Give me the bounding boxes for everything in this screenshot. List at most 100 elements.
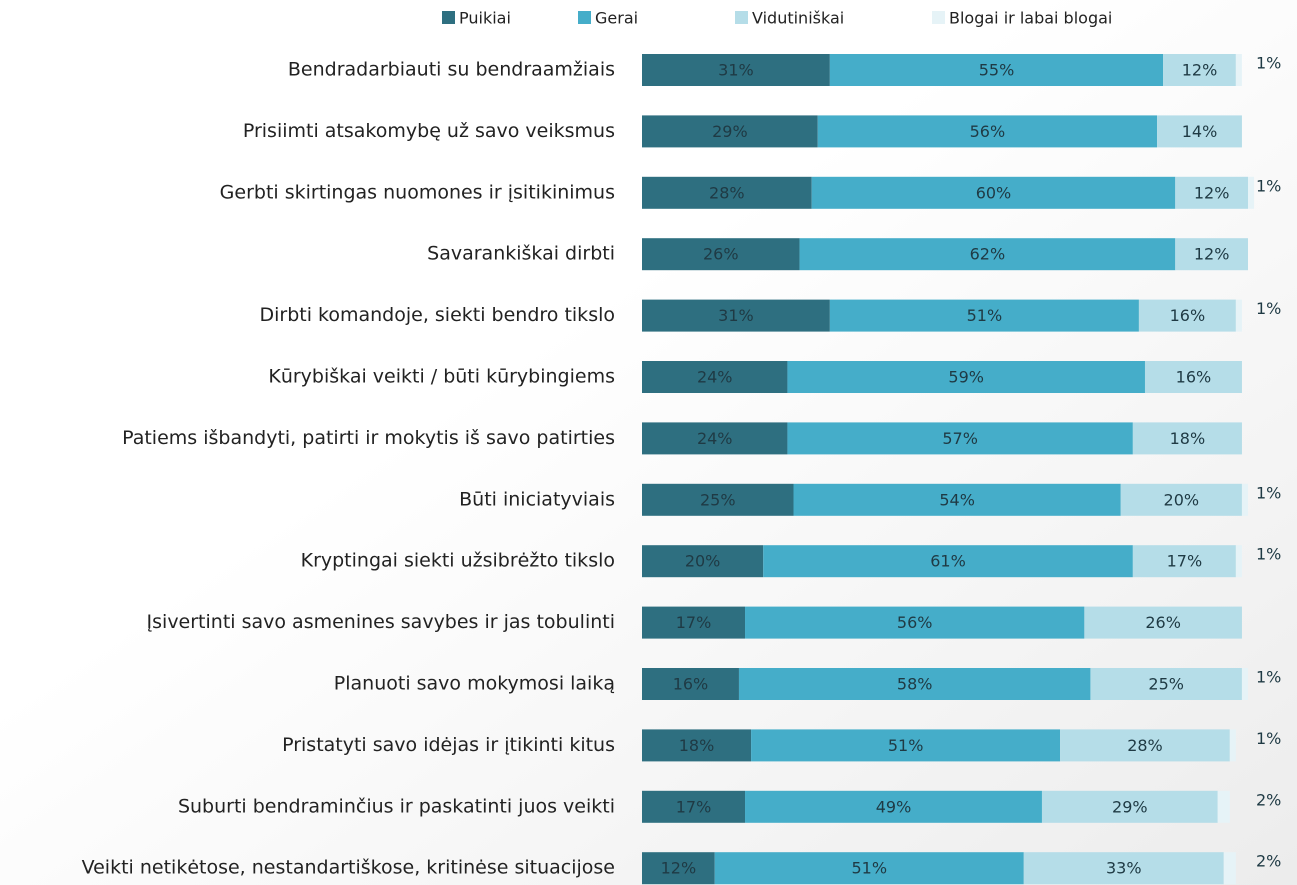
data-label: 16% <box>1170 306 1206 325</box>
data-label: 29% <box>712 122 748 141</box>
data-label: 26% <box>1145 613 1181 632</box>
legend-label: Blogai ir labai blogai <box>949 9 1112 28</box>
bar-segment <box>787 422 1133 455</box>
data-label: 18% <box>1170 429 1206 448</box>
category-label: Planuoti savo mokymosi laiką <box>334 673 615 695</box>
data-label: 2% <box>1256 790 1281 809</box>
bar-segment <box>1132 545 1236 578</box>
bar-segment <box>1163 54 1236 86</box>
bar-segment <box>1023 852 1224 885</box>
data-label: 33% <box>1106 859 1142 878</box>
data-label: 25% <box>700 490 736 509</box>
legend-swatch <box>442 11 455 24</box>
bar-segment <box>799 238 1176 271</box>
data-label: 25% <box>1148 675 1184 694</box>
data-label: 17% <box>676 613 712 632</box>
bar-segment <box>642 545 764 578</box>
bar-segment <box>817 115 1158 148</box>
bar-segment <box>1132 422 1242 455</box>
data-label: 12% <box>1182 61 1218 80</box>
data-label: 1% <box>1256 668 1281 687</box>
bar-segment <box>738 668 1091 700</box>
category-label: Suburti bendraminčius ir paskatinti juos… <box>178 795 615 817</box>
category-label: Veikti netikėtose, nestandartiškose, kri… <box>82 857 615 879</box>
bar-segment <box>829 299 1139 332</box>
data-label: 14% <box>1182 122 1218 141</box>
bar-segment <box>829 54 1164 86</box>
bar-segment <box>1120 483 1242 516</box>
bar-segment <box>1235 54 1242 86</box>
data-label: 1% <box>1256 176 1281 195</box>
bar-segment <box>1084 606 1242 639</box>
category-label: Kūrybiškai veikti / būti kūrybingiems <box>268 366 615 388</box>
bar-segment <box>1241 483 1248 516</box>
data-label: 1% <box>1256 299 1281 318</box>
data-label: 56% <box>897 613 933 632</box>
data-label: 24% <box>697 368 733 387</box>
legend-swatch <box>578 11 591 24</box>
bar-segment <box>1217 790 1230 823</box>
data-label: 31% <box>718 306 754 325</box>
bar-segment <box>1060 729 1230 762</box>
bar-segment <box>745 606 1085 639</box>
data-label: 2% <box>1256 852 1281 871</box>
data-label: 57% <box>942 429 978 448</box>
bar-segment <box>1229 729 1236 762</box>
bar-segment <box>811 176 1176 209</box>
bar-segment <box>642 729 752 762</box>
data-label: 24% <box>697 429 733 448</box>
category-label: Kryptingai siekti užsibrėžto tikslo <box>301 550 615 572</box>
data-label: 49% <box>876 797 912 816</box>
data-label: 51% <box>851 859 887 878</box>
bar-segment <box>642 606 746 639</box>
legend-label: Vidutiniškai <box>752 9 844 28</box>
bar-segment <box>763 545 1133 578</box>
bar-segment <box>642 176 812 209</box>
data-label: 29% <box>1112 797 1148 816</box>
legend-label: Gerai <box>595 9 638 28</box>
legend-swatch <box>735 11 748 24</box>
bar-segment <box>642 299 830 332</box>
bar-segment <box>1138 299 1236 332</box>
bar-segment <box>1235 545 1242 578</box>
data-label: 12% <box>661 859 697 878</box>
bar-segment <box>745 790 1042 823</box>
data-label: 31% <box>718 61 754 80</box>
category-label: Dirbti komandoje, siekti bendro tikslo <box>259 304 615 326</box>
data-label: 1% <box>1256 545 1281 564</box>
bar-segment <box>642 115 818 148</box>
data-label: 59% <box>948 368 984 387</box>
legend-label: Puikiai <box>459 9 511 28</box>
bar-segment <box>642 238 800 271</box>
bar-segment <box>793 483 1121 516</box>
data-label: 20% <box>1164 490 1200 509</box>
data-label: 58% <box>897 675 933 694</box>
bar-segment <box>1248 176 1255 209</box>
data-label: 54% <box>939 490 975 509</box>
data-label: 61% <box>930 552 966 571</box>
data-label: 17% <box>1167 552 1203 571</box>
category-label: Įsivertinti savo asmenines savybes ir ja… <box>147 611 615 633</box>
category-label: Bendradarbiauti su bendraamžiais <box>288 59 615 81</box>
category-label: Pristatyti savo idėjas ir įtikinti kitus <box>282 734 615 756</box>
data-label: 51% <box>967 306 1003 325</box>
data-label: 1% <box>1256 54 1281 73</box>
category-label: Prisiimti atsakomybę už savo veiksmus <box>243 120 615 142</box>
bar-segment <box>642 54 830 86</box>
bar-segment <box>714 852 1024 885</box>
bar-segment <box>642 790 746 823</box>
data-label: 18% <box>679 736 715 755</box>
data-label: 55% <box>979 61 1015 80</box>
data-label: 16% <box>1176 368 1212 387</box>
bar-segment <box>1144 361 1242 393</box>
bar-segment <box>1223 852 1236 885</box>
data-label: 12% <box>1194 183 1230 202</box>
data-label: 17% <box>676 797 712 816</box>
data-label: 28% <box>1127 736 1163 755</box>
data-label: 16% <box>673 675 709 694</box>
bar-segment <box>642 852 715 885</box>
bar-segment <box>1235 299 1242 332</box>
bar-segment <box>1175 176 1248 209</box>
bar-segment <box>1157 115 1242 148</box>
bar-segment <box>1241 668 1248 700</box>
